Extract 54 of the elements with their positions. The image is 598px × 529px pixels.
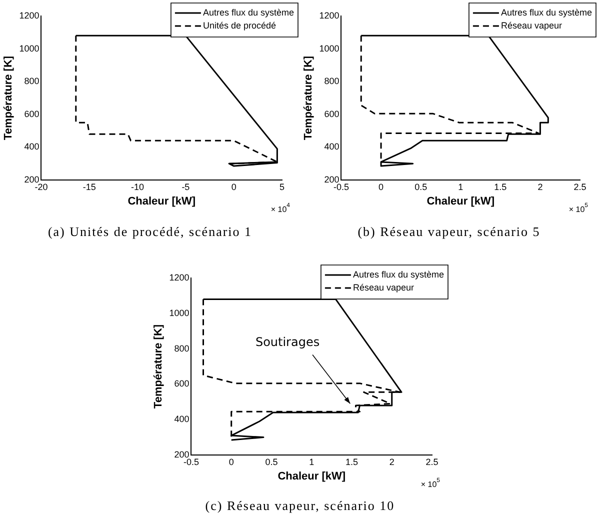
text: (c) Réseau vapeur, scénario 10	[204, 498, 396, 514]
x-axis-title: Chaleur [kW]	[426, 195, 495, 208]
y-tick-label: 200	[324, 174, 340, 184]
y-tick-label: 1000	[169, 308, 190, 318]
y-tick-label: 400	[24, 142, 40, 152]
x-tick-label: 1.5	[345, 456, 358, 467]
y-tick-label: 400	[174, 414, 190, 424]
x-tick-label: -15	[82, 182, 96, 192]
legend-label: Réseau vapeur	[352, 282, 414, 292]
x-tick-label: 1	[458, 182, 464, 192]
y-tick-label: 400	[324, 142, 340, 152]
x-tick-label: 0	[231, 182, 236, 192]
x-axis-title: Chaleur [kW]	[278, 470, 346, 482]
y-axis-title: Température [K]	[152, 324, 165, 409]
y-tick-label: 800	[174, 343, 190, 354]
x-tick-label: 1.5	[494, 182, 507, 192]
y-tick-label: 600	[174, 378, 190, 389]
annotation: Soutirages	[255, 334, 320, 349]
legend-label: Autres flux du système	[202, 7, 294, 18]
y-tick-label: 1200	[19, 10, 40, 20]
x-tick-label: 5	[279, 182, 285, 192]
x-tick-label: 2	[538, 182, 543, 192]
y-axis-title: Température [K]	[2, 56, 15, 140]
y-tick-label: 1200	[319, 10, 340, 20]
x-tick-label: 2	[389, 456, 394, 467]
y-tick-label: 800	[24, 76, 40, 86]
x-tick-label: 1	[309, 456, 314, 467]
text: (b) Réseau vapeur, scénario 5	[356, 224, 542, 240]
x-tick-label: 0.5	[265, 456, 278, 467]
x-tick-label: 2.5	[574, 182, 586, 192]
x-tick-label: -5	[182, 182, 190, 192]
y-axis-title: Température [K]	[302, 56, 315, 140]
y-tick-label: 200	[24, 174, 40, 184]
legend-label: Réseau vapeur	[500, 20, 562, 30]
y-tick-label: 1000	[19, 43, 40, 54]
y-tick-label: 1000	[319, 43, 340, 54]
y-tick-label: 200	[174, 449, 190, 460]
y-tick-label: 600	[24, 108, 40, 119]
y-tick-label: 800	[324, 76, 340, 86]
legend-label: Autres flux du système	[352, 269, 444, 280]
x-tick-label: 0	[228, 456, 234, 467]
legend-label: Autres flux du système	[500, 7, 592, 18]
x-tick-label: -0.5	[183, 456, 199, 467]
y-tick-label: 600	[324, 108, 340, 119]
text: (a) Unités de procédé, scénario 1	[46, 224, 254, 240]
x-tick-label: 0	[378, 182, 384, 192]
x-tick-label: -20	[34, 182, 48, 192]
x-tick-label: 2.5	[426, 456, 438, 467]
y-tick-label: 1200	[169, 272, 190, 282]
legend-label: Unités de procédé	[202, 20, 276, 30]
x-tick-label: -0.5	[333, 182, 349, 192]
x-axis-title: Chaleur [kW]	[128, 195, 196, 208]
x-tick-label: 0.5	[414, 182, 428, 192]
x-tick-label: -10	[131, 182, 144, 192]
